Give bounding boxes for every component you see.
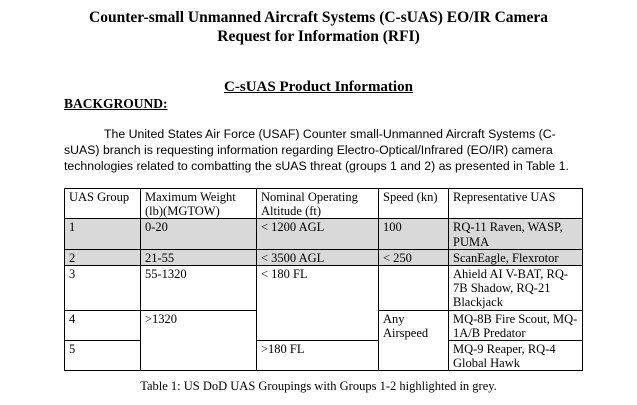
table-row-group-1: 1 0-20 < 1200 AGL 100 RQ-11 Raven, WASP,…: [64, 218, 583, 250]
uas-groups-table: UAS Group Maximum Weight (lb)(MGTOW) Nom…: [64, 187, 583, 372]
table-row-group-2: 2 21-55 < 3500 AGL < 250 ScanEagle, Flex…: [64, 248, 583, 267]
cell-speed: 100: [378, 218, 449, 250]
cell-altitude: >180 FL: [256, 340, 379, 372]
cell-representative-uas: ScanEagle, Flexrotor: [448, 248, 583, 267]
paragraph-line-2: sUAS) branch is requesting information r…: [64, 143, 553, 157]
cell-weight: 0-20: [140, 218, 257, 250]
cell-group: 3: [64, 265, 141, 311]
document-title: Counter-small Unmanned Aircraft Systems …: [0, 8, 637, 46]
paragraph-line-1: The United States Air Force (USAF) Count…: [104, 127, 556, 141]
cell-weight: 21-55: [140, 248, 257, 267]
cell-altitude: < 180 FL: [256, 265, 379, 342]
header-representative-uas: Representative UAS: [448, 187, 583, 220]
cell-group: 1: [64, 218, 141, 250]
cell-altitude: < 1200 AGL: [256, 218, 379, 250]
cell-speed: [378, 265, 449, 311]
paragraph-line-3: technologies related to combatting the s…: [64, 159, 569, 173]
background-label: BACKGROUND:: [64, 96, 168, 111]
title-line-2: Request for Information (RFI): [217, 28, 420, 45]
cell-representative-uas: MQ-8B Fire Scout, MQ-1A/B Predator: [448, 309, 583, 342]
table-row-group-5: 5 >180 FL MQ-9 Reaper, RQ-4 Global Hawk: [64, 340, 583, 372]
header-altitude: Nominal Operating Altitude (ft): [256, 187, 379, 220]
cell-representative-uas: Ahield AI V-BAT, RQ-7B Shadow, RQ-21 Bla…: [448, 265, 583, 311]
table-header-row: UAS Group Maximum Weight (lb)(MGTOW) Nom…: [64, 187, 583, 220]
cell-representative-uas: MQ-9 Reaper, RQ-4 Global Hawk: [448, 340, 583, 372]
cell-group: 2: [64, 248, 141, 267]
cell-weight: >1320: [140, 309, 257, 372]
section-heading: C-sUAS Product Information: [224, 79, 413, 95]
cell-representative-uas: RQ-11 Raven, WASP, PUMA: [448, 218, 583, 250]
header-speed: Speed (kn): [378, 187, 449, 220]
title-line-1: Counter-small Unmanned Aircraft Systems …: [89, 9, 548, 26]
cell-weight: 55-1320: [140, 265, 257, 311]
cell-speed: < 250: [378, 248, 449, 267]
cell-group: 4: [64, 309, 141, 342]
cell-speed: Any Airspeed: [378, 309, 449, 372]
cell-altitude: < 3500 AGL: [256, 248, 379, 267]
background-paragraph: The United States Air Force (USAF) Count…: [64, 126, 584, 174]
header-max-weight: Maximum Weight (lb)(MGTOW): [140, 187, 257, 220]
table-row-group-3: 3 55-1320 < 180 FL Ahield AI V-BAT, RQ-7…: [64, 265, 583, 342]
table-caption: Table 1: US DoD UAS Groupings with Group…: [140, 379, 497, 393]
cell-group: 5: [64, 340, 141, 372]
header-uas-group: UAS Group: [64, 187, 141, 220]
